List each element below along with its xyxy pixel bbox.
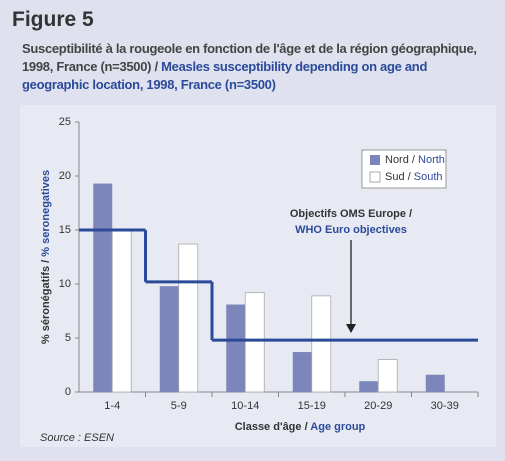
y-tick-label: 5 <box>65 332 71 344</box>
x-tick-label: 30-39 <box>431 400 459 412</box>
y-tick-label: 0 <box>65 386 71 398</box>
bar <box>311 295 332 393</box>
bar <box>244 292 265 393</box>
x-axis-label: Classe d'âge / Age group <box>235 421 366 433</box>
legend-swatch <box>369 171 381 183</box>
bar <box>226 304 246 392</box>
legend-swatch <box>370 155 380 165</box>
y-tick-label: 20 <box>59 170 71 182</box>
annotation-arrowhead <box>346 324 356 333</box>
bar <box>359 381 379 392</box>
bar <box>425 374 445 392</box>
x-tick-label: 15-19 <box>298 400 326 412</box>
legend-label: Nord / North <box>385 154 445 166</box>
y-axis-label: % séronégatifs / % seronegatives <box>40 170 52 344</box>
bar <box>292 352 312 392</box>
source: Source : ESEN <box>40 432 114 444</box>
x-tick-label: 20-29 <box>364 400 392 412</box>
y-tick-label: 15 <box>59 224 71 236</box>
bar <box>159 286 179 392</box>
x-tick-label: 10-14 <box>231 400 259 412</box>
annotation: Objectifs OMS Europe / <box>290 208 412 220</box>
bar <box>178 243 199 393</box>
x-tick-label: 5-9 <box>171 400 187 412</box>
chart-subtitle: Susceptibilité à la rougeole en fonction… <box>22 41 477 92</box>
bar <box>377 359 398 393</box>
y-tick-label: 10 <box>59 278 71 290</box>
y-tick-label: 25 <box>59 116 71 128</box>
annotation: WHO Euro objectives <box>295 224 407 236</box>
chart-title: Figure 5 <box>12 8 94 31</box>
x-tick-label: 1-4 <box>104 400 120 412</box>
legend-label: Sud / South <box>385 171 443 183</box>
bar <box>93 183 113 392</box>
bar <box>111 229 132 393</box>
